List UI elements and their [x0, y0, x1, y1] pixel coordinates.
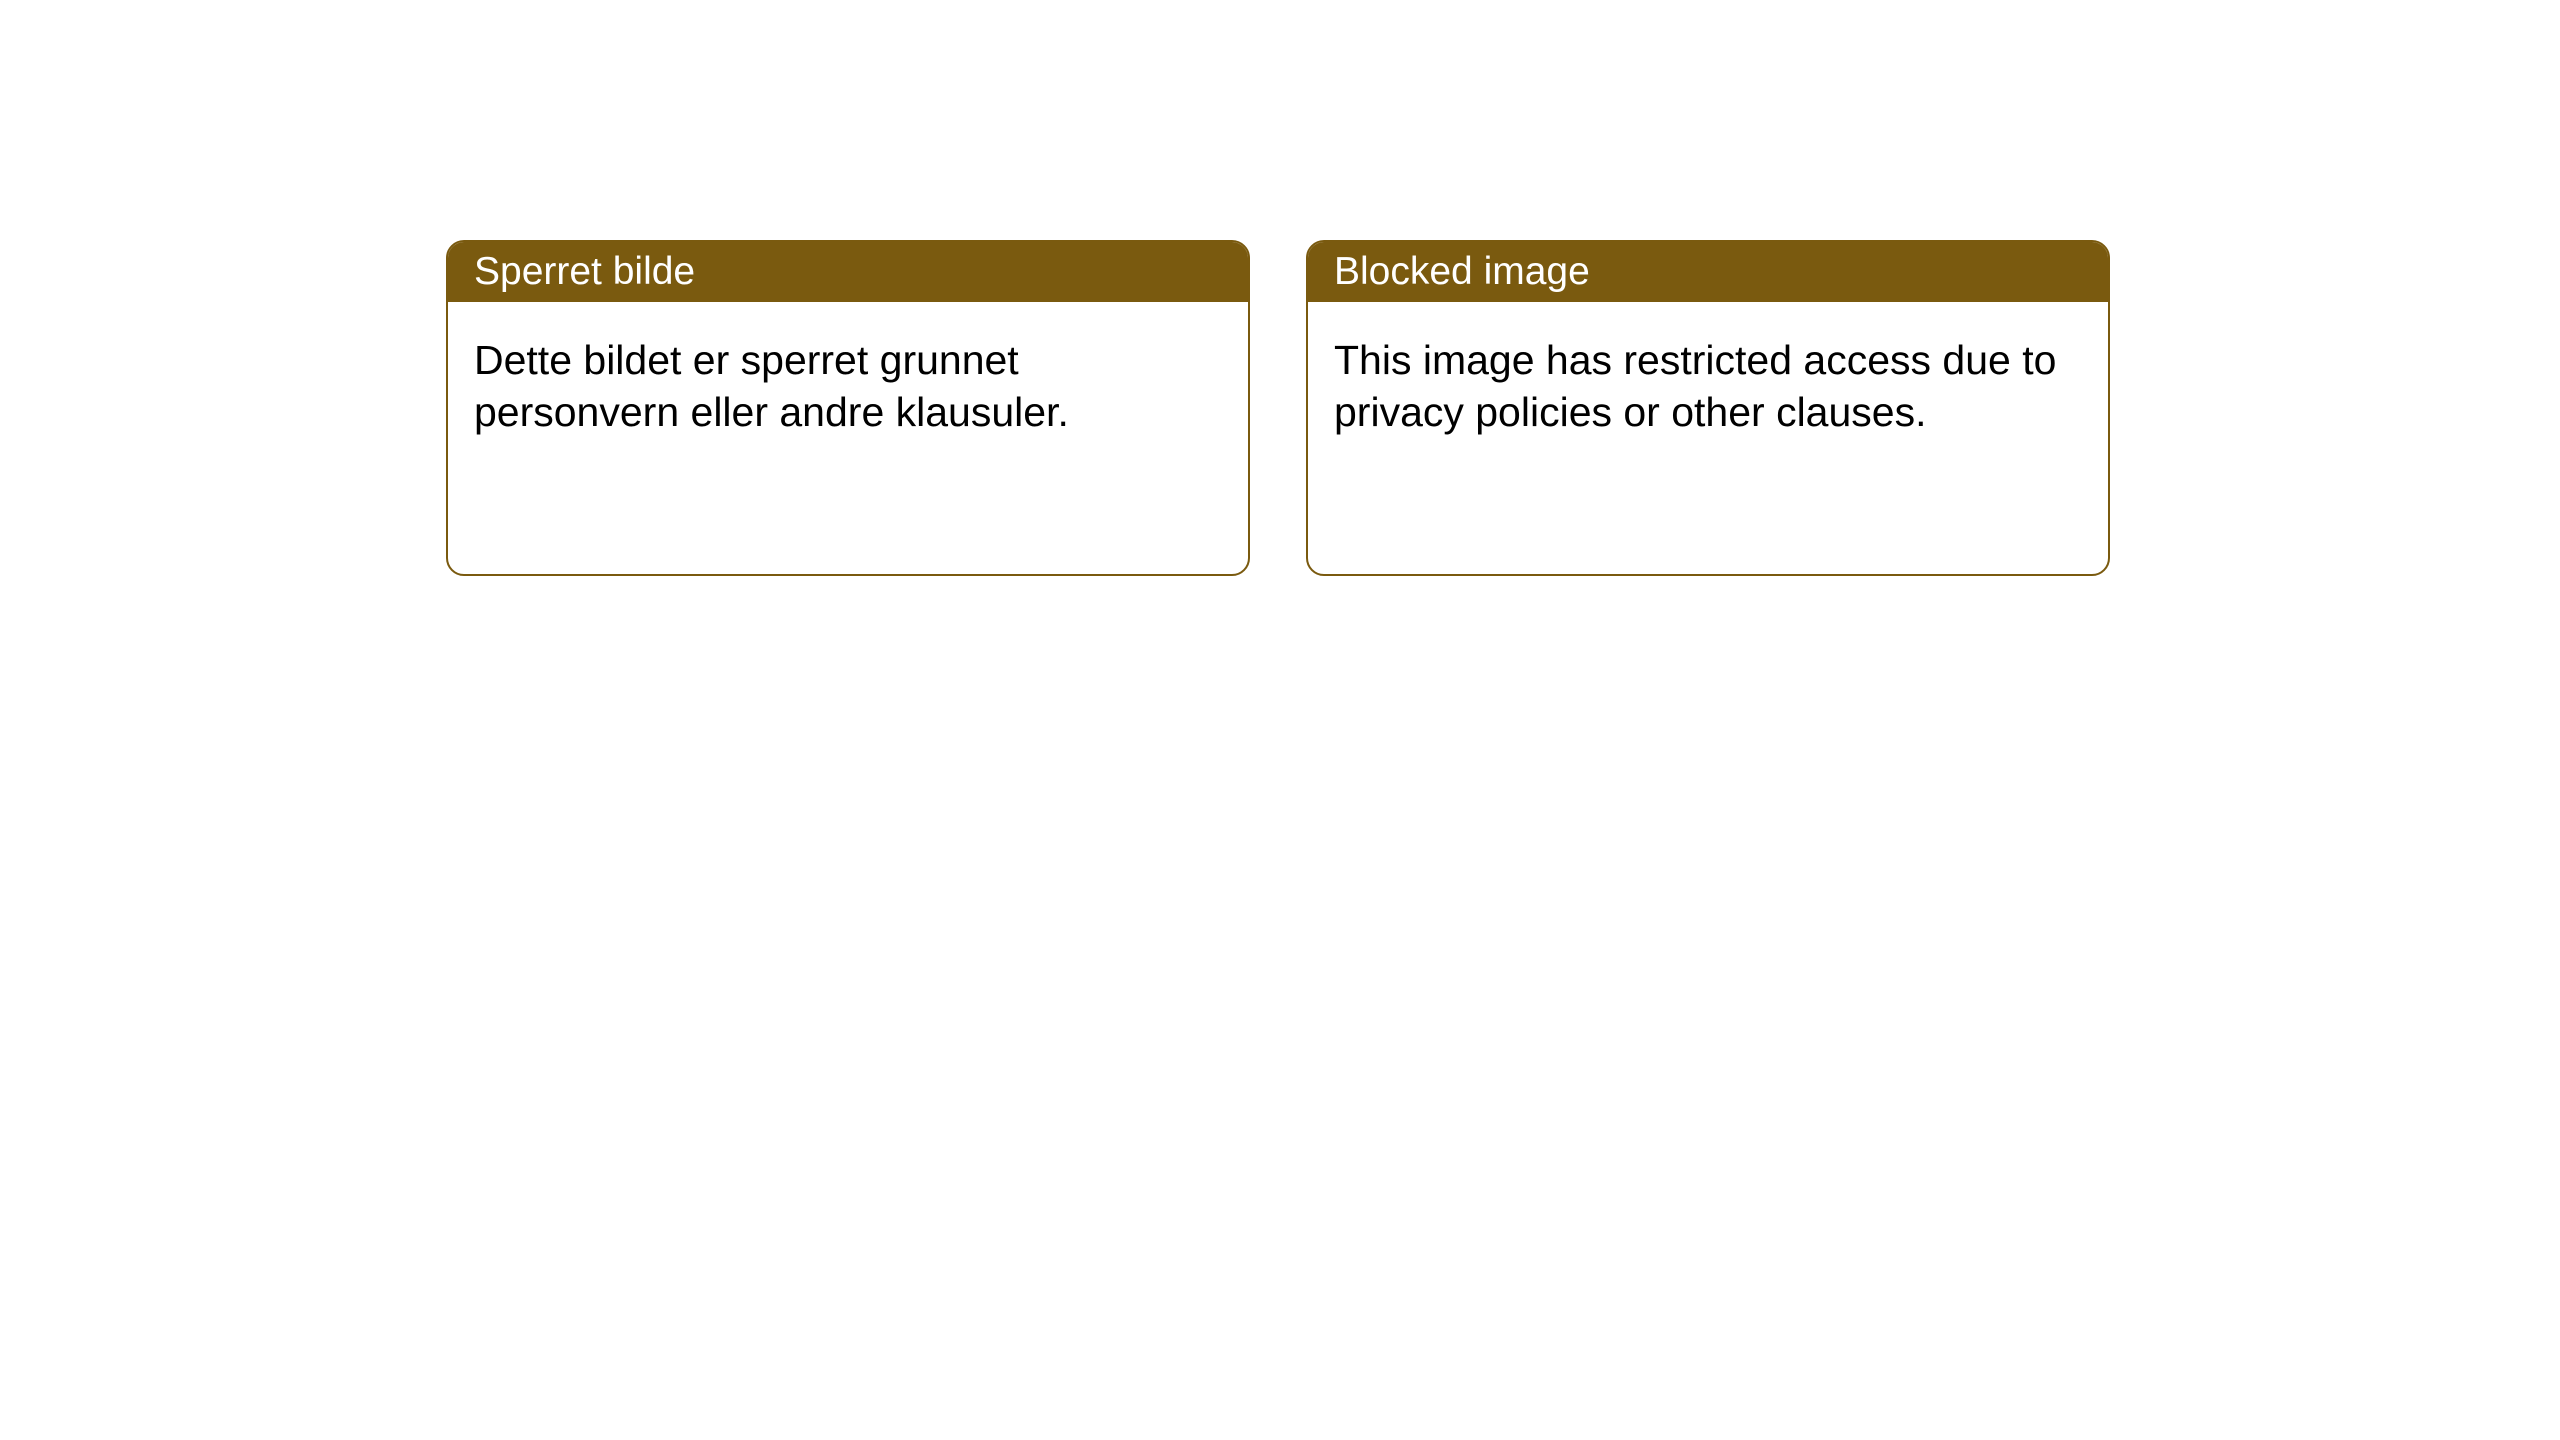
- notice-body: This image has restricted access due to …: [1308, 302, 2108, 471]
- notice-container: Sperret bilde Dette bildet er sperret gr…: [446, 240, 2110, 576]
- notice-header: Blocked image: [1308, 242, 2108, 302]
- notice-box-norwegian: Sperret bilde Dette bildet er sperret gr…: [446, 240, 1250, 576]
- notice-body: Dette bildet er sperret grunnet personve…: [448, 302, 1248, 471]
- notice-box-english: Blocked image This image has restricted …: [1306, 240, 2110, 576]
- notice-header: Sperret bilde: [448, 242, 1248, 302]
